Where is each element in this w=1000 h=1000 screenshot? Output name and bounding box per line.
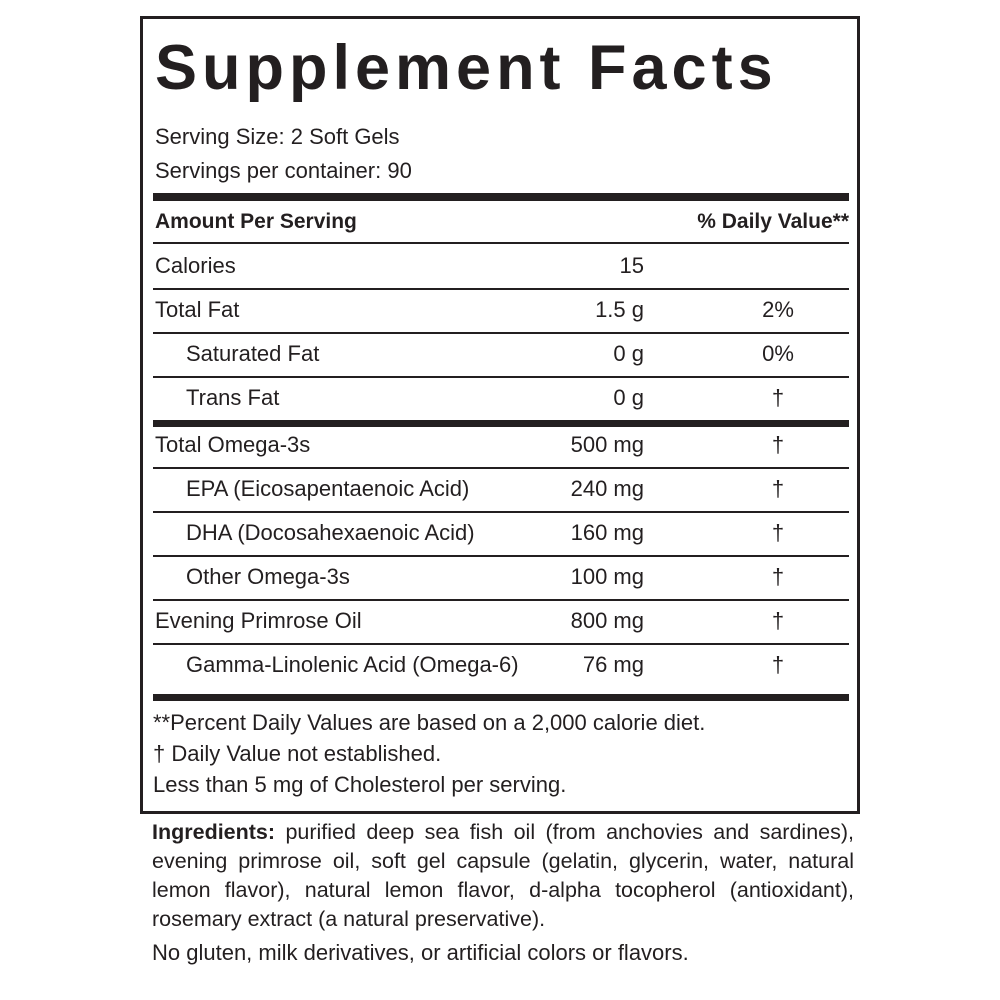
- divider: [153, 332, 849, 334]
- nutrient-amount: 160 mg: [570, 520, 644, 545]
- footnote: † Daily Value not established.: [153, 741, 442, 766]
- divider: [153, 376, 849, 378]
- divider: [153, 599, 849, 601]
- divider: [153, 467, 849, 469]
- nutrient-name: Total Fat: [155, 297, 240, 322]
- ingredients-label: Ingredients:: [152, 820, 276, 844]
- nutrient-dv: †: [771, 608, 785, 633]
- servings-per-container: Servings per container: 90: [155, 158, 412, 183]
- nutrient-row: Trans Fat 0 g †: [153, 376, 849, 420]
- nutrient-row: DHA (Docosahexaenoic Acid) 160 mg †: [153, 511, 849, 555]
- nutrient-dv: †: [771, 652, 785, 677]
- nutrient-amount: 0 g: [613, 341, 644, 366]
- nutrient-row: Total Omega-3s 500 mg †: [153, 423, 849, 467]
- nutrient-amount: 100 mg: [570, 564, 644, 589]
- amount-header: Amount Per Serving: [155, 210, 357, 233]
- nutrient-amount: 76 mg: [582, 652, 644, 677]
- nutrient-amount: 500 mg: [570, 432, 644, 457]
- footnote: **Percent Daily Values are based on a 2,…: [153, 710, 706, 735]
- nutrient-row: Gamma-Linolenic Acid (Omega-6) 76 mg †: [153, 643, 849, 687]
- divider: [153, 511, 849, 513]
- panel-title: Supplement Facts: [155, 33, 778, 103]
- nutrient-name: Evening Primrose Oil: [155, 608, 362, 633]
- nutrient-name: Other Omega-3s: [186, 564, 350, 589]
- below-panel-text: Ingredients: purified deep sea fish oil …: [152, 818, 854, 967]
- nutrient-amount: 15: [619, 253, 644, 278]
- allergen-note: No gluten, milk derivatives, or artifici…: [152, 940, 689, 965]
- nutrient-name: EPA (Eicosapentaenoic Acid): [186, 476, 470, 501]
- nutrient-dv: †: [771, 432, 785, 457]
- nutrient-row: Saturated Fat 0 g 0%: [153, 332, 849, 376]
- nutrient-amount: 240 mg: [570, 476, 644, 501]
- divider-thick: [153, 193, 849, 201]
- nutrient-row: Other Omega-3s 100 mg †: [153, 555, 849, 599]
- nutrient-amount: 0 g: [613, 385, 644, 410]
- nutrient-name: Saturated Fat: [186, 341, 320, 366]
- serving-size: Serving Size: 2 Soft Gels: [155, 124, 400, 149]
- supplement-facts-panel: Supplement Facts Serving Size: 2 Soft Ge…: [140, 16, 860, 814]
- nutrient-name: Gamma-Linolenic Acid (Omega-6): [186, 652, 519, 677]
- divider-thick: [153, 694, 849, 701]
- header-row: Amount Per Serving % Daily Value**: [153, 202, 849, 242]
- divider: [153, 643, 849, 645]
- nutrient-name: Total Omega-3s: [155, 432, 311, 457]
- nutrient-dv: †: [771, 564, 785, 589]
- divider: [153, 288, 849, 290]
- ingredients-text: purified deep sea fish oil (from anchovi…: [152, 820, 854, 931]
- nutrient-name: DHA (Docosahexaenoic Acid): [186, 520, 475, 545]
- nutrient-row: Evening Primrose Oil 800 mg †: [153, 599, 849, 643]
- nutrient-amount: 1.5 g: [595, 297, 644, 322]
- divider-thick: [153, 420, 849, 427]
- nutrient-row: Total Fat 1.5 g 2%: [153, 288, 849, 332]
- nutrient-dv: †: [771, 385, 785, 410]
- nutrient-dv: 2%: [762, 297, 794, 322]
- divider: [153, 555, 849, 557]
- nutrient-amount: 800 mg: [570, 608, 644, 633]
- nutrient-row: Calories 15: [153, 244, 849, 288]
- nutrient-name: Calories: [155, 253, 236, 278]
- dv-header: % Daily Value**: [697, 210, 849, 233]
- ingredients: Ingredients: purified deep sea fish oil …: [152, 818, 854, 934]
- nutrient-dv: †: [771, 520, 785, 545]
- nutrient-row: EPA (Eicosapentaenoic Acid) 240 mg †: [153, 467, 849, 511]
- footnote: Less than 5 mg of Cholesterol per servin…: [153, 772, 567, 797]
- nutrient-dv: †: [771, 476, 785, 501]
- nutrient-name: Trans Fat: [186, 385, 280, 410]
- nutrient-dv: 0%: [762, 341, 794, 366]
- divider: [153, 242, 849, 244]
